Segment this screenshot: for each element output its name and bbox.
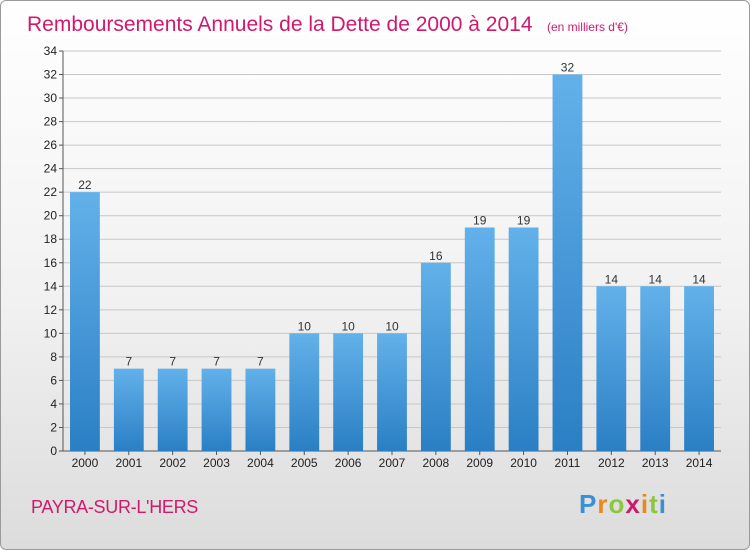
y-tick-label: 6 <box>50 373 57 387</box>
bar-2004 <box>245 368 276 451</box>
value-label-2008: 16 <box>429 249 443 263</box>
value-label-2013: 14 <box>649 272 663 286</box>
y-tick-label: 32 <box>44 68 58 82</box>
value-label-2010: 19 <box>517 213 531 227</box>
value-label-2006: 10 <box>341 319 355 333</box>
chart-title-text: Remboursements Annuels de la Dette de 20… <box>27 13 533 36</box>
y-tick-label: 20 <box>44 209 58 223</box>
bar-2012 <box>596 286 627 451</box>
bar-2013 <box>640 286 671 451</box>
x-tick-label-2005: 2005 <box>291 456 318 470</box>
x-tick-label-2011: 2011 <box>555 456 581 470</box>
bar-2003 <box>201 368 232 451</box>
y-tick-label: 12 <box>44 303 58 317</box>
value-label-2004: 7 <box>257 355 264 369</box>
y-tick-label: 34 <box>44 44 58 58</box>
bar-2014 <box>684 286 714 451</box>
x-tick-label-2006: 2006 <box>335 456 362 470</box>
bar-2005 <box>289 333 320 451</box>
bar-2007 <box>377 333 407 451</box>
value-label-2007: 10 <box>385 319 399 333</box>
y-tick-label: 2 <box>50 420 57 434</box>
y-tick-label: 18 <box>44 232 58 246</box>
y-tick-label: 0 <box>50 444 57 458</box>
grid-lines <box>63 50 721 428</box>
y-tick-label: 8 <box>50 350 57 364</box>
value-label-2001: 7 <box>125 355 132 369</box>
x-tick-label-2010: 2010 <box>510 456 537 470</box>
value-label-2002: 7 <box>169 355 176 369</box>
value-label-2005: 10 <box>298 319 312 333</box>
value-label-2012: 14 <box>605 272 619 286</box>
bar-2006 <box>333 333 364 451</box>
x-tick-label-2014: 2014 <box>686 456 713 470</box>
bar-2001 <box>113 368 144 451</box>
x-tick-label-2013: 2013 <box>642 456 669 470</box>
bar-2008 <box>420 262 451 451</box>
y-tick-label: 16 <box>44 256 58 270</box>
y-tick-label: 28 <box>44 115 58 129</box>
bar-2011 <box>552 74 583 451</box>
y-tick-label: 30 <box>44 91 58 105</box>
value-label-2014: 14 <box>692 272 706 286</box>
bars <box>70 74 714 452</box>
value-label-2009: 19 <box>473 213 487 227</box>
value-label-2003: 7 <box>213 355 220 369</box>
x-tick-label-2003: 2003 <box>203 456 230 470</box>
x-tick-label-2002: 2002 <box>159 456 186 470</box>
x-tick-label-2007: 2007 <box>379 456 406 470</box>
bar-2002 <box>157 368 188 451</box>
proxiti-logo: Proxiti <box>579 489 667 519</box>
value-label-2011: 32 <box>561 61 575 75</box>
bar-2009 <box>464 227 495 451</box>
x-tick-label-2000: 2000 <box>72 456 99 470</box>
y-tick-label: 10 <box>44 326 58 340</box>
x-tick-label-2004: 2004 <box>247 456 274 470</box>
x-tick-label-2009: 2009 <box>466 456 493 470</box>
labels: 0246810121416182022242628303234222000720… <box>44 44 713 470</box>
value-label-2000: 22 <box>78 178 92 192</box>
bar-2000 <box>70 192 100 452</box>
x-tick-label-2012: 2012 <box>598 456 625 470</box>
town-name: PAYRA-SUR-L'HERS <box>31 497 198 517</box>
x-tick-label-2008: 2008 <box>423 456 450 470</box>
y-tick-label: 26 <box>44 138 58 152</box>
x-tick-label-2001: 2001 <box>115 456 142 470</box>
bar-2010 <box>508 227 539 451</box>
chart-unit: (en milliers d'€) <box>547 20 628 34</box>
chart-title: Remboursements Annuels de la Dette de 20… <box>27 13 628 36</box>
y-tick-label: 22 <box>44 185 58 199</box>
y-tick-label: 14 <box>44 279 58 293</box>
y-tick-label: 24 <box>44 162 58 176</box>
y-tick-label: 4 <box>50 397 57 411</box>
